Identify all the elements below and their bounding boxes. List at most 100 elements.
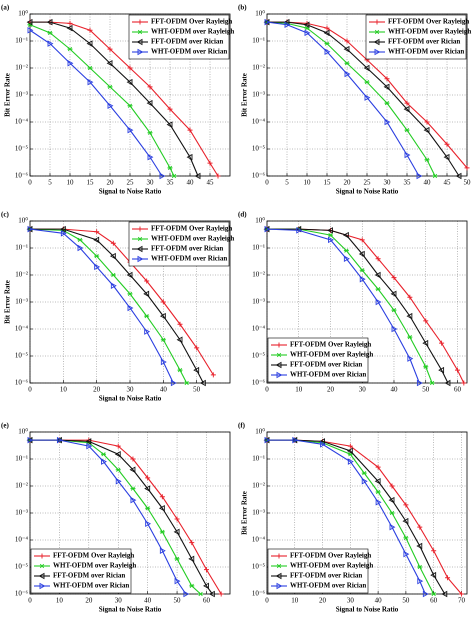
marker [160,358,167,366]
x-tick-label: 20 [344,179,352,187]
x-axis-label: Signal to Noise Ratio [336,606,399,614]
series-line [267,439,435,595]
marker [60,230,67,237]
marker [417,524,423,530]
y-tick-label: 10⁻² [252,482,265,490]
marker [430,571,437,579]
marker [174,556,180,561]
marker [388,496,395,504]
panel: 10⁰ 10⁻¹ 10⁻² 10⁻³ 10⁻⁴ 10⁻⁵ 10⁻⁶0 5 10 15 20 25 30 3… [1,4,234,196]
marker [94,229,100,235]
marker [343,255,350,263]
marker [187,127,193,133]
marker [441,590,448,598]
marker [276,371,283,379]
marker [373,38,380,46]
marker [67,59,74,67]
legend-label: WHT-OFDM over Rayleigh [151,235,234,243]
legend-label: FFT-OFDM Over Rayleigh [290,341,371,349]
marker [137,19,143,25]
x-tick-label: 40 [160,386,168,394]
marker [159,547,166,555]
marker [324,25,330,31]
panel-label: (c) [1,211,9,219]
marker [404,128,410,133]
series-line [30,228,214,376]
marker [431,591,437,597]
legend-label: FFT-OFDM over Rician [290,361,362,369]
marker [264,436,271,444]
marker [416,379,423,387]
marker [443,153,450,161]
x-axis-label: Signal to Noise Ratio [99,188,162,196]
panel-label: (b) [238,4,247,12]
marker [146,99,153,107]
marker [109,252,116,260]
marker [127,126,134,134]
x-tick-label: 10 [67,179,75,187]
marker [110,282,117,290]
marker [431,548,437,554]
marker [445,575,451,581]
marker [137,236,143,242]
marker [375,256,381,262]
marker [276,352,282,358]
marker [423,364,429,369]
marker [424,157,430,162]
series-line [29,228,188,384]
marker [107,102,114,110]
marker [115,443,121,449]
marker [59,225,66,233]
series-line [30,439,213,595]
marker [344,38,350,44]
x-tick-label: 10 [56,597,64,605]
marker [343,45,350,53]
marker [199,379,206,387]
y-tick-label: 10⁻³ [15,298,28,306]
x-tick-label: 20 [93,386,101,394]
marker [38,572,45,580]
x-tick-label: 15 [87,179,95,187]
y-tick-label: 10⁻⁵ [15,352,29,360]
marker [94,263,101,271]
marker [159,172,166,180]
marker [137,255,144,263]
y-axis-label: Bit Error Rate [241,73,249,117]
marker [167,165,173,170]
marker [342,231,349,239]
x-tick-label: 40 [375,597,383,605]
marker [404,100,410,106]
x-tick-label: 25 [364,179,372,187]
legend: FFT-OFDM Over Rayleigh WHT-OFDM over Rayl… [128,221,234,267]
x-axis-label: Signal to Noise Ratio [336,188,399,196]
y-tick-label: 10⁻³ [252,509,265,517]
legend: FFT-OFDM Over Rayleigh WHT-OFDM over Rayl… [30,548,136,594]
marker [422,339,429,347]
marker [66,24,73,32]
marker [361,470,367,476]
marker [87,78,94,86]
series-line [266,21,420,177]
x-tick-label: 40 [424,179,432,187]
legend-label: WHT-OFDM over Rayleigh [388,28,471,36]
marker [94,254,100,259]
marker [429,380,435,386]
marker [26,18,33,26]
marker [203,567,209,573]
y-axis-label: Bit Error Rate [4,73,12,117]
y-tick-label: 10⁻⁴ [15,118,29,126]
x-tick-label: 70 [458,597,466,605]
legend-label: WHT-OFDM over Rayleigh [53,562,136,570]
x-tick-label: 0 [28,179,32,187]
plot-frame [29,431,231,595]
marker [343,248,349,253]
marker [145,506,151,511]
marker [145,520,152,528]
marker [144,278,150,284]
legend-label: WHT-OFDM over Rayleigh [151,28,234,36]
y-tick-label: 10⁻⁶ [15,379,29,387]
legend-label: WHT-OFDM over Rician [53,582,129,590]
y-tick-label: 10⁻⁶ [15,172,29,180]
marker [208,590,215,598]
marker [276,563,282,569]
